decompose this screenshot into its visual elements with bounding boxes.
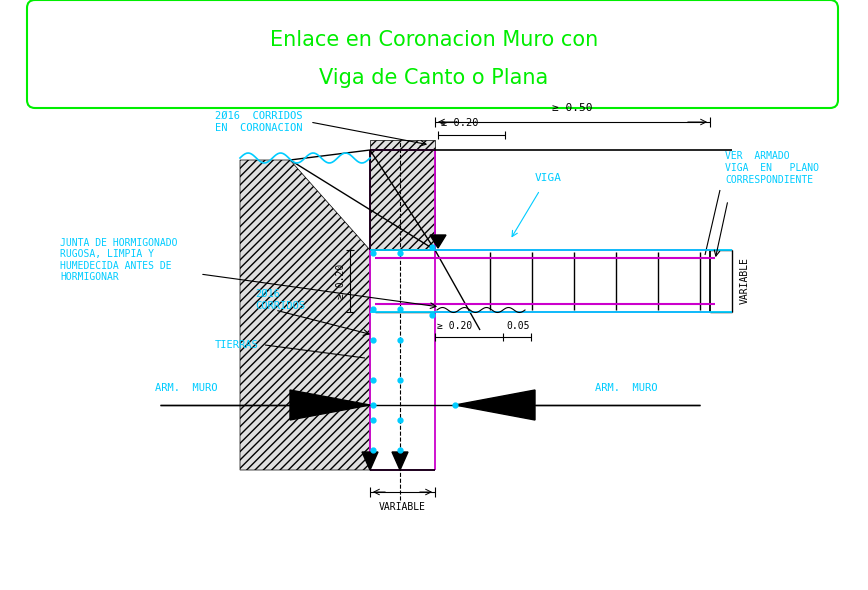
Text: Viga de Canto o Plana: Viga de Canto o Plana <box>319 68 549 88</box>
Text: VIGA: VIGA <box>535 173 562 183</box>
Text: 2Ø16  CORRIDOS
EN  CORONACION: 2Ø16 CORRIDOS EN CORONACION <box>215 111 303 133</box>
Polygon shape <box>362 452 378 470</box>
Text: VER  ARMADO
VIGA  EN   PLANO
CORRESPONDIENTE: VER ARMADO VIGA EN PLANO CORRESPONDIENTE <box>725 152 819 185</box>
Polygon shape <box>240 160 370 470</box>
Text: ≥ 0.20: ≥ 0.20 <box>437 321 472 331</box>
Polygon shape <box>455 390 535 420</box>
Text: JUNTA DE HORMIGONADO
RUGOSA, LIMPIA Y
HUMEDECIDA ANTES DE
HORMIGONAR: JUNTA DE HORMIGONADO RUGOSA, LIMPIA Y HU… <box>60 238 177 283</box>
Polygon shape <box>392 452 408 470</box>
Text: ≥ 0.20: ≥ 0.20 <box>336 263 346 299</box>
Text: VARIABLE: VARIABLE <box>379 502 426 512</box>
Text: 2Ø16
CORRIDOS: 2Ø16 CORRIDOS <box>255 289 305 311</box>
Polygon shape <box>370 140 435 250</box>
Polygon shape <box>430 235 446 248</box>
Polygon shape <box>290 390 370 420</box>
Text: ≥ 0.50: ≥ 0.50 <box>552 103 593 113</box>
Text: ARM.  MURO: ARM. MURO <box>595 383 657 393</box>
Text: TIERRAS: TIERRAS <box>215 340 259 350</box>
Text: Enlace en Coronacion Muro con: Enlace en Coronacion Muro con <box>270 30 598 50</box>
Text: VARIABLE: VARIABLE <box>740 257 750 304</box>
Text: ≥ 0.20: ≥ 0.20 <box>441 118 478 128</box>
Text: 0.05: 0.05 <box>506 321 529 331</box>
FancyBboxPatch shape <box>27 0 838 108</box>
Text: ARM.  MURO: ARM. MURO <box>155 383 218 393</box>
